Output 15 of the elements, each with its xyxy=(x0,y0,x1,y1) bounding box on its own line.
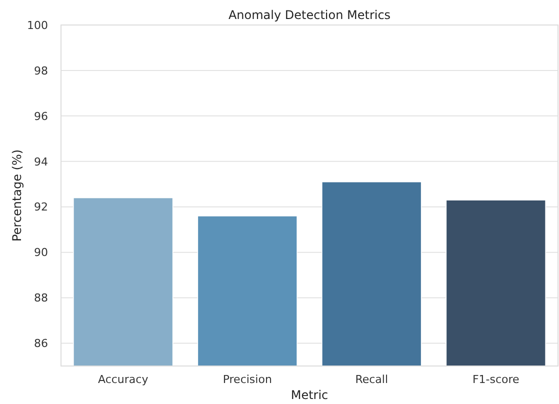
y-tick-label: 86 xyxy=(34,337,48,350)
y-axis-title: Percentage (%) xyxy=(10,149,24,242)
y-tick-label: 90 xyxy=(34,246,48,260)
y-tick-label: 98 xyxy=(34,64,48,78)
x-tick-label: F1-score xyxy=(472,373,520,386)
x-tick-label: Precision xyxy=(222,373,272,386)
y-tick-label: 96 xyxy=(34,110,48,123)
x-tick-label: Accuracy xyxy=(98,373,149,386)
y-tick-label: 92 xyxy=(34,200,48,214)
y-tick-label: 94 xyxy=(34,155,48,168)
x-tick-label: Recall xyxy=(355,373,388,386)
y-tick-label: 88 xyxy=(34,292,48,305)
y-tick-label: 100 xyxy=(27,18,48,32)
chart-title: Anomaly Detection Metrics xyxy=(228,8,391,22)
x-axis-title: Metric xyxy=(290,388,328,402)
